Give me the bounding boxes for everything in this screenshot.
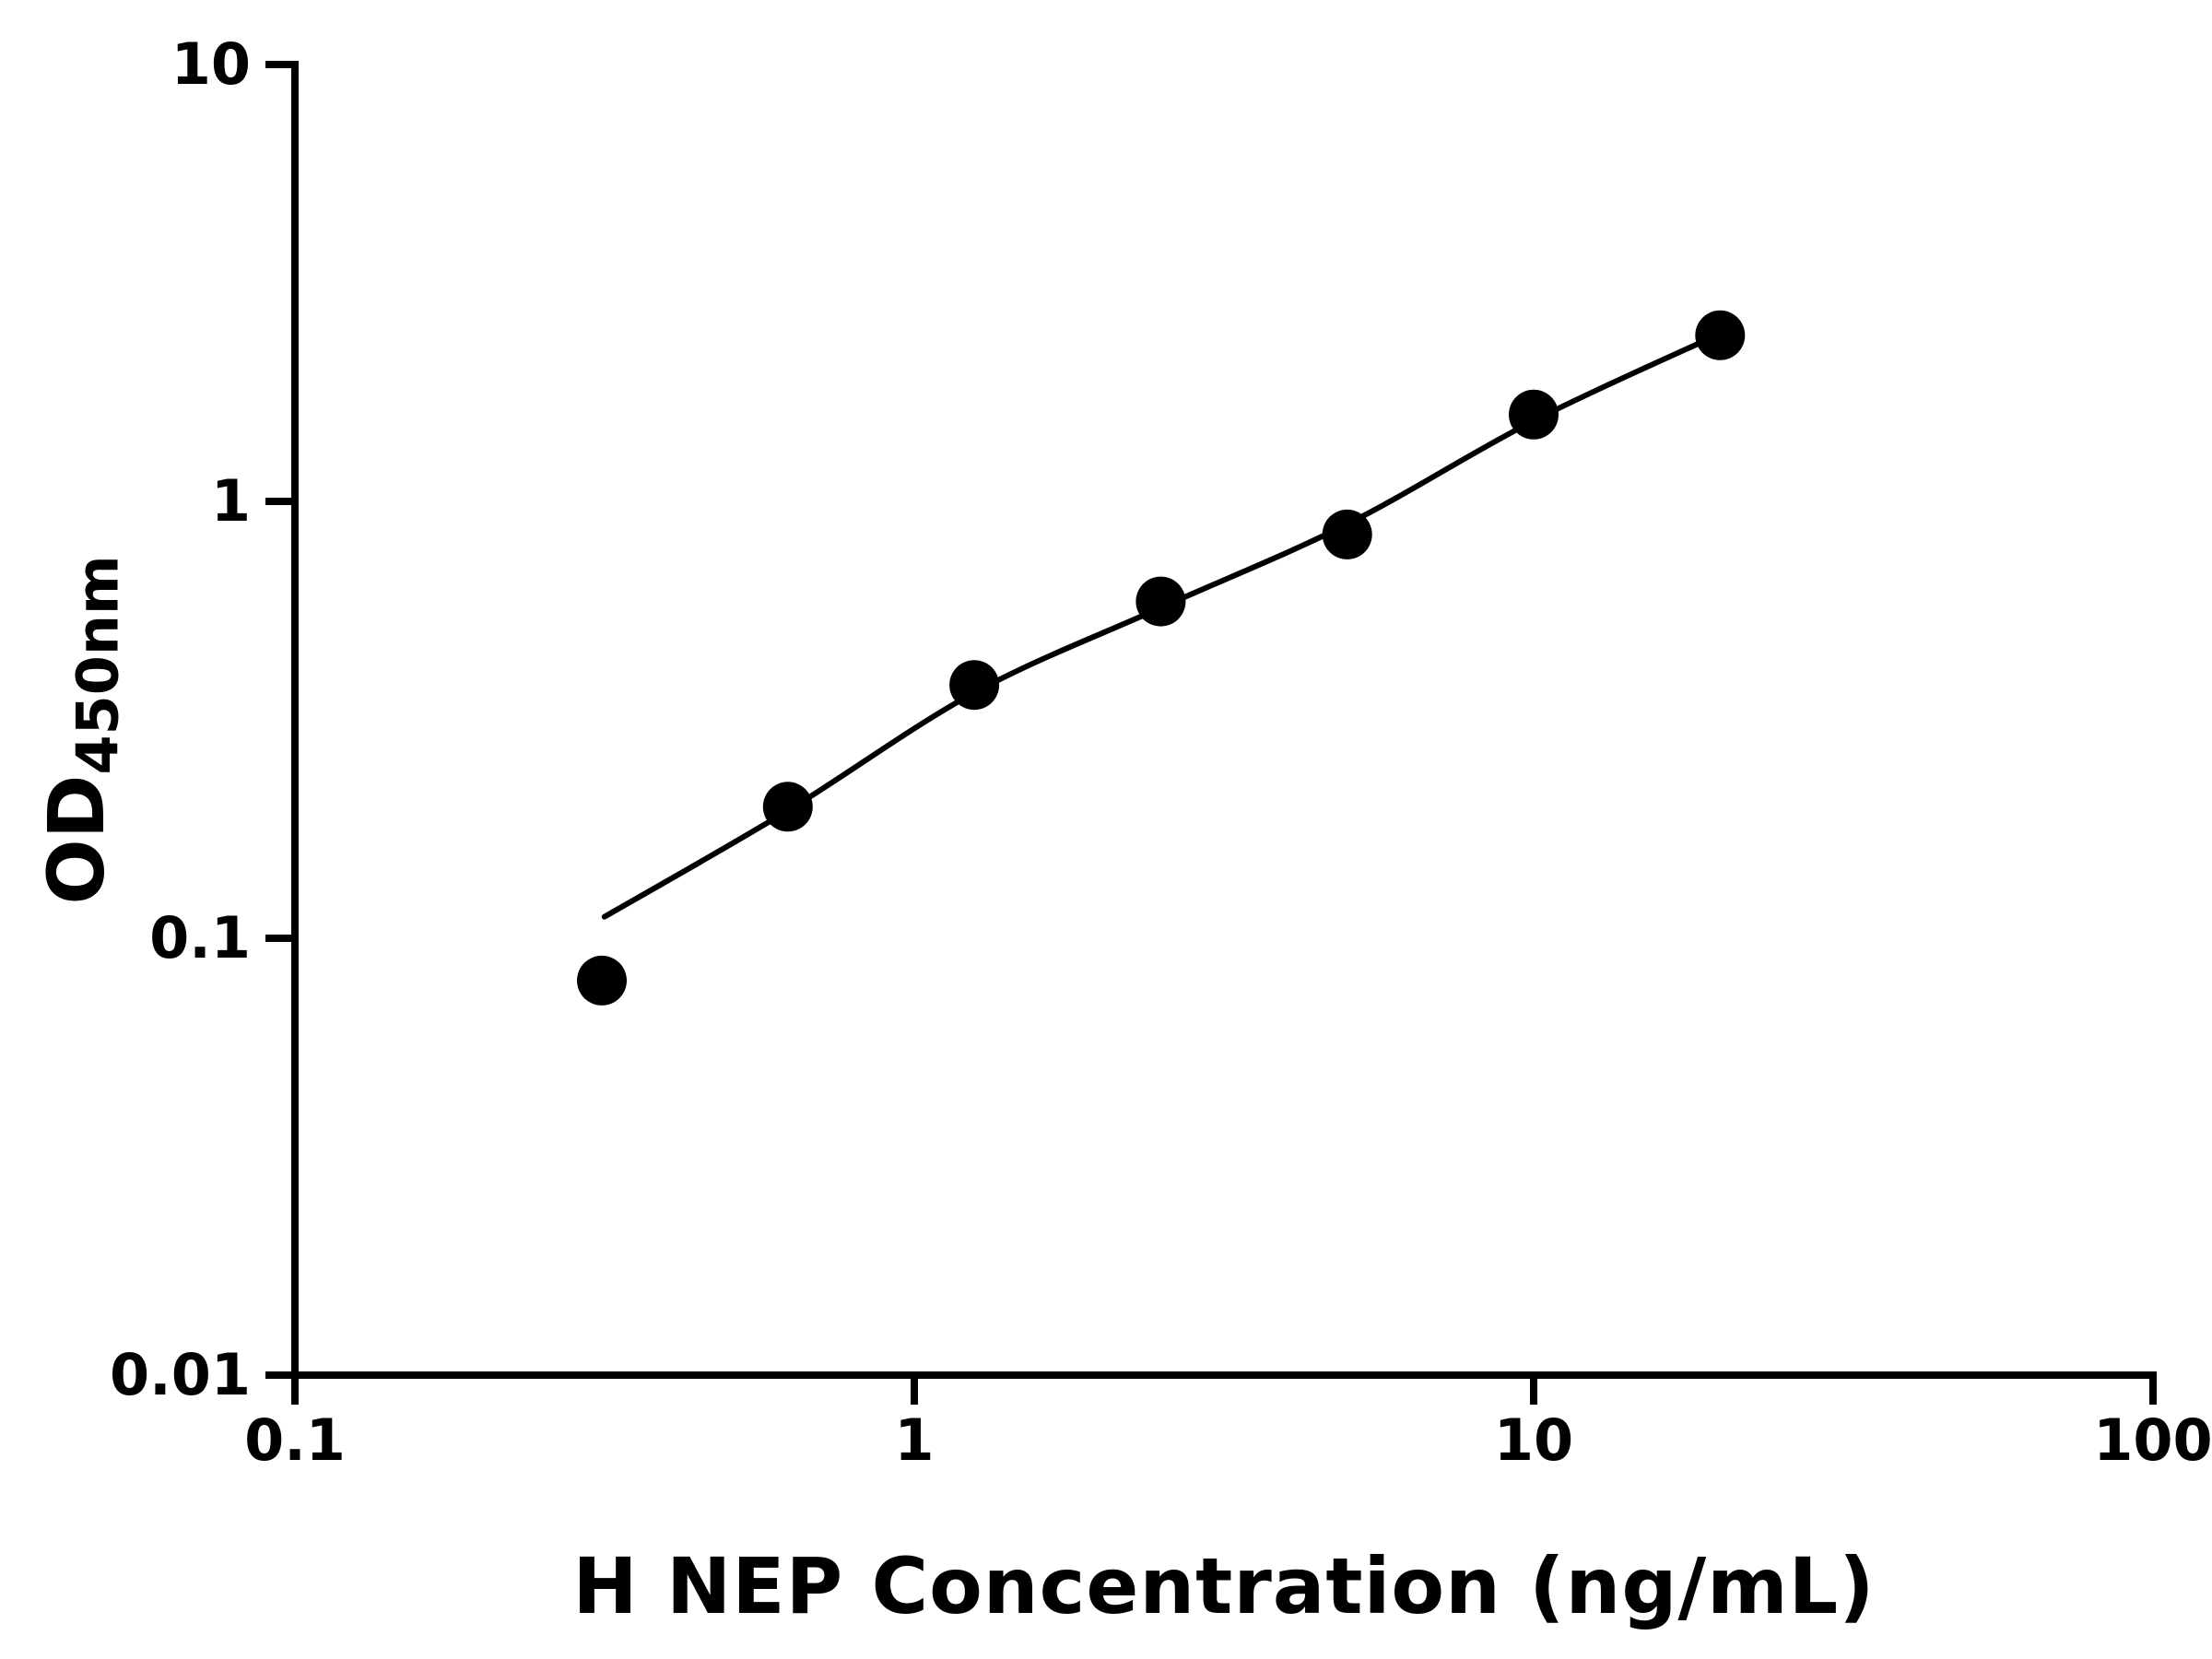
data-point: [949, 660, 1000, 711]
data-point: [577, 955, 627, 1006]
x-tick-label: 100: [2093, 1406, 2212, 1474]
y-tick-label: 0.1: [149, 904, 251, 971]
y-tick-label: 1: [211, 467, 251, 535]
x-tick-label: 0.1: [244, 1406, 346, 1474]
y-tick-label: 10: [171, 30, 251, 98]
x-axis-label: H NEP Concentration (ng/mL): [572, 1541, 1876, 1631]
y-axis-label-main: OD: [30, 774, 122, 905]
data-point: [762, 782, 813, 832]
data-point: [1695, 310, 1746, 360]
x-tick-label: 10: [1494, 1406, 1573, 1474]
y-tick-label: 0.01: [110, 1341, 251, 1408]
y-axis-label-subscript: 450nm: [64, 555, 132, 775]
data-point: [1322, 509, 1372, 559]
x-tick-label: 1: [894, 1406, 934, 1474]
data-point: [1509, 389, 1559, 440]
data-point: [1135, 576, 1186, 627]
y-axis-label: OD450nm: [31, 555, 132, 904]
